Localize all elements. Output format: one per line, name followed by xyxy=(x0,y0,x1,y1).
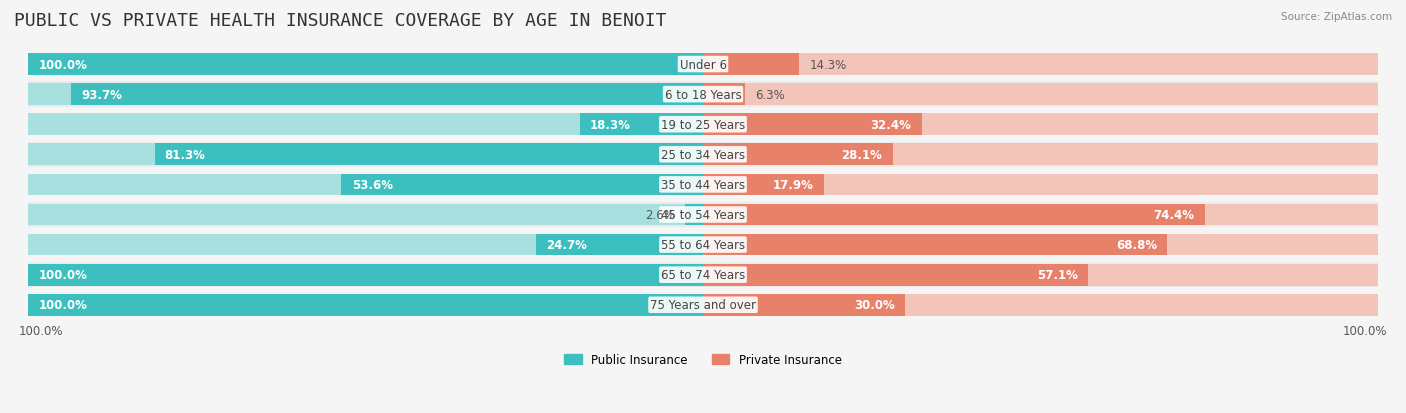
Text: 74.4%: 74.4% xyxy=(1154,209,1195,221)
Bar xyxy=(703,144,1378,166)
Text: 6 to 18 Years: 6 to 18 Years xyxy=(665,88,741,101)
Text: 14.3%: 14.3% xyxy=(810,58,846,71)
Text: 24.7%: 24.7% xyxy=(547,238,588,252)
Text: Under 6: Under 6 xyxy=(679,58,727,71)
Bar xyxy=(703,54,800,76)
Text: 100.0%: 100.0% xyxy=(38,299,87,311)
Text: 32.4%: 32.4% xyxy=(870,119,911,131)
Bar xyxy=(703,174,1378,196)
Legend: Public Insurance, Private Insurance: Public Insurance, Private Insurance xyxy=(560,349,846,371)
Text: 81.3%: 81.3% xyxy=(165,148,205,161)
Text: 100.0%: 100.0% xyxy=(38,268,87,282)
Bar xyxy=(28,54,703,76)
Bar xyxy=(28,54,703,76)
Text: 53.6%: 53.6% xyxy=(352,178,392,192)
Bar xyxy=(28,82,1378,108)
Bar xyxy=(703,264,1088,286)
Bar xyxy=(28,112,1378,138)
Text: 17.9%: 17.9% xyxy=(773,178,814,192)
Text: 6.3%: 6.3% xyxy=(755,88,786,101)
Text: 100.0%: 100.0% xyxy=(38,58,87,71)
Text: 18.3%: 18.3% xyxy=(589,119,630,131)
Bar xyxy=(686,204,703,226)
Bar xyxy=(703,84,745,106)
Bar xyxy=(28,142,1378,168)
Text: 68.8%: 68.8% xyxy=(1116,238,1157,252)
Bar xyxy=(28,264,703,286)
Bar xyxy=(155,144,703,166)
Bar xyxy=(703,84,1378,106)
Bar xyxy=(70,84,703,106)
Bar xyxy=(28,292,1378,318)
Bar xyxy=(703,54,1378,76)
Bar xyxy=(342,174,703,196)
Text: Source: ZipAtlas.com: Source: ZipAtlas.com xyxy=(1281,12,1392,22)
Text: 25 to 34 Years: 25 to 34 Years xyxy=(661,148,745,161)
Bar xyxy=(28,84,703,106)
Text: 93.7%: 93.7% xyxy=(82,88,122,101)
Text: 100.0%: 100.0% xyxy=(1343,325,1388,337)
Bar xyxy=(703,294,905,316)
Bar xyxy=(28,232,1378,258)
Bar xyxy=(28,174,703,196)
Bar xyxy=(703,114,1378,136)
Bar xyxy=(28,234,703,256)
Bar xyxy=(28,52,1378,78)
Text: 57.1%: 57.1% xyxy=(1038,268,1078,282)
Text: 45 to 54 Years: 45 to 54 Years xyxy=(661,209,745,221)
Bar xyxy=(28,294,703,316)
Bar xyxy=(703,294,1378,316)
Bar xyxy=(703,144,893,166)
Bar xyxy=(28,264,703,286)
Bar xyxy=(579,114,703,136)
Bar xyxy=(703,234,1167,256)
Bar xyxy=(28,202,1378,228)
Text: 55 to 64 Years: 55 to 64 Years xyxy=(661,238,745,252)
Bar xyxy=(28,114,703,136)
Bar xyxy=(28,172,1378,198)
Bar xyxy=(703,204,1378,226)
Bar xyxy=(703,174,824,196)
Bar xyxy=(703,264,1378,286)
Bar xyxy=(703,234,1378,256)
Text: 75 Years and over: 75 Years and over xyxy=(650,299,756,311)
Bar xyxy=(28,294,703,316)
Text: 2.6%: 2.6% xyxy=(645,209,675,221)
Text: 19 to 25 Years: 19 to 25 Years xyxy=(661,119,745,131)
Text: 35 to 44 Years: 35 to 44 Years xyxy=(661,178,745,192)
Bar xyxy=(28,144,703,166)
Bar xyxy=(28,204,703,226)
Text: 28.1%: 28.1% xyxy=(842,148,883,161)
Text: 30.0%: 30.0% xyxy=(855,299,896,311)
Bar xyxy=(28,262,1378,288)
Text: 65 to 74 Years: 65 to 74 Years xyxy=(661,268,745,282)
Bar xyxy=(703,114,921,136)
Bar xyxy=(537,234,703,256)
Bar xyxy=(703,204,1205,226)
Text: PUBLIC VS PRIVATE HEALTH INSURANCE COVERAGE BY AGE IN BENOIT: PUBLIC VS PRIVATE HEALTH INSURANCE COVER… xyxy=(14,12,666,30)
Text: 100.0%: 100.0% xyxy=(18,325,63,337)
